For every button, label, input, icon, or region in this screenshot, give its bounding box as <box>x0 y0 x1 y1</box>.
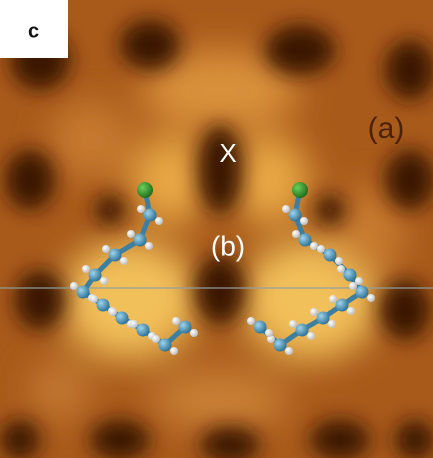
atom-c <box>336 299 349 312</box>
atom-h <box>289 320 297 328</box>
atom-c <box>179 321 192 334</box>
atom-h <box>100 277 108 285</box>
atom-h <box>347 307 355 315</box>
atom-h <box>127 230 135 238</box>
atom-h <box>317 245 325 253</box>
dark-region <box>380 280 430 340</box>
atom-h <box>300 217 308 225</box>
atom-c <box>89 269 102 282</box>
atom-h <box>329 295 337 303</box>
atom-h <box>349 282 357 290</box>
atom-c <box>144 209 157 222</box>
dark-region <box>5 150 55 210</box>
annotation: (b) <box>211 230 245 261</box>
dark-region <box>195 255 245 325</box>
atom-c <box>109 249 122 262</box>
atom-h <box>152 335 160 343</box>
atom-h <box>137 205 145 213</box>
atom-h <box>337 265 345 273</box>
dark-region <box>95 195 125 225</box>
atom-h <box>307 332 315 340</box>
atom-h <box>310 242 318 250</box>
atom-h <box>190 329 198 337</box>
stm-figure: c (a) X (b) <box>0 0 433 458</box>
dark-region <box>385 150 433 210</box>
atom-cl <box>292 182 308 198</box>
bright-region <box>30 360 90 420</box>
annotation: X <box>219 138 236 168</box>
atom-h <box>285 347 293 355</box>
atom-h <box>367 294 375 302</box>
atom-h <box>172 317 180 325</box>
atom-h <box>328 320 336 328</box>
atom-h <box>70 282 78 290</box>
stm-image <box>0 0 433 458</box>
atom-cl <box>137 182 153 198</box>
atom-h <box>335 257 343 265</box>
atom-h <box>170 347 178 355</box>
atom-c <box>97 299 110 312</box>
atom-c <box>344 269 357 282</box>
dark-region <box>315 195 345 225</box>
atom-h <box>82 265 90 273</box>
atom-h <box>310 308 318 316</box>
atom-c <box>356 286 369 299</box>
atom-c <box>289 209 302 222</box>
atom-c <box>137 324 150 337</box>
atom-c <box>299 234 312 247</box>
atom-h <box>120 257 128 265</box>
atom-h <box>145 242 153 250</box>
atom-h <box>155 217 163 225</box>
atom-h <box>292 230 300 238</box>
atom-c <box>324 249 337 262</box>
atom-h <box>247 317 255 325</box>
atom-h <box>265 329 273 337</box>
atom-c <box>317 312 330 325</box>
atom-c <box>274 339 287 352</box>
atom-c <box>296 324 309 337</box>
dark-region <box>265 25 335 75</box>
dark-region <box>15 270 65 330</box>
atom-c <box>159 339 172 352</box>
atom-c <box>254 321 267 334</box>
atom-c <box>134 234 147 247</box>
bright-region <box>60 240 200 360</box>
dark-region <box>385 40 433 100</box>
bright-region <box>50 100 130 180</box>
atom-h <box>109 308 117 316</box>
atom-h <box>90 295 98 303</box>
atom-c <box>116 312 129 325</box>
atom-h <box>130 320 138 328</box>
dark-region <box>120 20 180 70</box>
bright-region <box>150 370 290 430</box>
atom-c <box>77 286 90 299</box>
atom-h <box>102 245 110 253</box>
annotation: (a) <box>368 112 405 145</box>
panel-label: c <box>28 20 39 42</box>
atom-h <box>282 205 290 213</box>
